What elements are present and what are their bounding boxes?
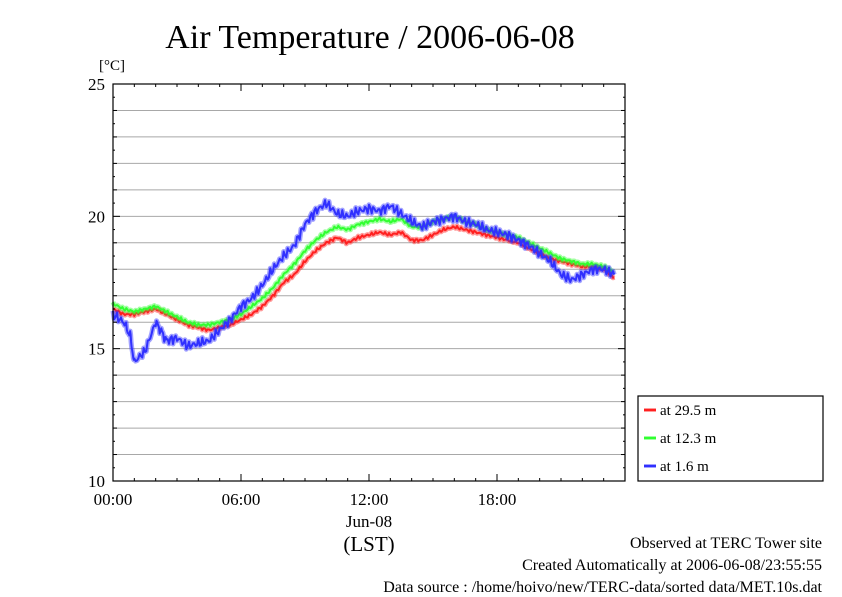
y-tick-label: 15 — [88, 340, 105, 359]
legend: at 29.5 m at 12.3 m at 1.6 m — [637, 395, 824, 482]
legend-label: at 1.6 m — [660, 459, 709, 475]
x-tick-label: 06:00 — [222, 490, 261, 509]
y-axis: 10 15 20 25 — [88, 75, 625, 491]
x-tick-label: 18:00 — [478, 490, 517, 509]
x-axis-date-label: Jun-08 — [346, 512, 392, 531]
legend-label: at 12.3 m — [660, 431, 717, 447]
series-line — [112, 214, 615, 328]
y-tick-label: 10 — [88, 472, 105, 491]
plot-frame — [112, 83, 626, 482]
y-tick-label: 20 — [88, 207, 105, 226]
y-tick-label: 25 — [88, 75, 105, 94]
x-tick-label: 00:00 — [94, 490, 133, 509]
series-line — [113, 225, 615, 332]
legend-label: at 29.5 m — [660, 403, 717, 419]
data-series-layer — [110, 197, 617, 364]
series-line — [112, 199, 616, 363]
data-source-note: Data source : /home/hoivo/new/TERC-data/… — [383, 579, 822, 596]
series-halo — [110, 213, 616, 329]
x-axis: 00:00 06:00 12:00 18:00 — [94, 84, 626, 509]
x-axis-title: (LST) — [343, 532, 394, 556]
series-halo — [111, 223, 616, 334]
observation-site-note: Observed at TERC Tower site — [629, 535, 822, 552]
legend-items: at 29.5 m at 12.3 m at 1.6 m — [644, 403, 717, 475]
creation-timestamp-note: Created Automatically at 2006-06-08/23:5… — [522, 557, 822, 574]
grid-lines — [113, 109, 625, 456]
chart-title: Air Temperature / 2006-06-08 — [165, 19, 575, 56]
x-tick-label: 12:00 — [350, 490, 389, 509]
y-axis-unit-label: [°C] — [99, 58, 125, 74]
legend-box — [637, 395, 824, 482]
